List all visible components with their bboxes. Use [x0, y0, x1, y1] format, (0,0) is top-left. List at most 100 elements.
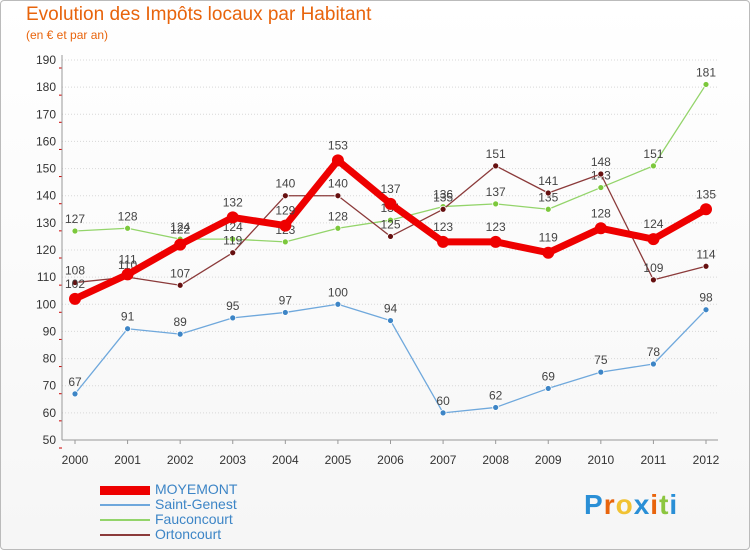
x-tick-label: 2004	[272, 453, 299, 467]
data-point	[542, 246, 555, 259]
chart-title: Evolution des Impôts locaux par Habitant	[26, 4, 372, 25]
data-label: 140	[275, 177, 295, 191]
x-tick-label: 2012	[693, 453, 720, 467]
data-label: 109	[643, 261, 663, 275]
data-label: 151	[486, 147, 506, 161]
data-point	[71, 279, 79, 286]
data-point	[71, 227, 79, 235]
data-label: 108	[65, 264, 85, 278]
data-label: 123	[433, 220, 453, 234]
data-point	[226, 211, 239, 224]
data-point	[69, 292, 81, 305]
data-label: 89	[173, 315, 187, 329]
data-label: 75	[594, 353, 608, 367]
data-label: 97	[279, 293, 293, 307]
data-point	[229, 235, 237, 243]
data-label: 95	[226, 299, 240, 313]
data-point	[597, 170, 605, 178]
y-tick-label: 100	[36, 297, 56, 311]
legend-label: MOYEMONT	[155, 481, 238, 497]
data-label: 91	[121, 310, 135, 324]
data-label: 124	[170, 220, 190, 234]
data-point	[544, 189, 552, 197]
legend-swatch	[100, 519, 150, 521]
y-tick-label: 170	[36, 107, 56, 121]
data-label: 67	[68, 375, 82, 389]
x-tick-label: 2009	[535, 453, 562, 467]
data-label: 69	[542, 369, 556, 383]
legend-swatch	[100, 485, 150, 495]
data-point	[597, 368, 605, 376]
data-label: 107	[170, 266, 190, 280]
x-tick-label: 2000	[62, 453, 89, 467]
data-point	[176, 281, 184, 289]
data-label: 119	[223, 234, 242, 248]
data-point	[702, 262, 710, 270]
data-point	[174, 238, 187, 251]
x-tick-label: 2010	[587, 453, 614, 467]
data-label: 128	[118, 209, 138, 223]
data-point	[702, 81, 710, 88]
data-label: 135	[696, 187, 716, 201]
legend-item-moyemont: MOYEMONT	[100, 481, 360, 498]
data-label: 128	[328, 209, 348, 223]
data-label: 136	[433, 188, 453, 202]
data-label: 100	[328, 285, 348, 299]
data-label: 60	[436, 394, 450, 408]
data-label: 151	[643, 147, 663, 161]
data-point	[700, 203, 712, 216]
data-label: 114	[696, 247, 715, 261]
data-point	[124, 224, 131, 232]
y-tick-label: 130	[36, 216, 56, 230]
data-point	[229, 314, 237, 322]
data-point	[544, 205, 552, 213]
x-tick-label: 2005	[325, 453, 352, 467]
data-label: 153	[328, 138, 348, 152]
y-tick-label: 90	[43, 324, 57, 338]
data-point	[334, 192, 342, 200]
data-point	[597, 184, 605, 191]
data-point	[334, 300, 342, 308]
data-point	[387, 317, 394, 324]
data-point	[650, 276, 657, 284]
data-label: 119	[539, 231, 558, 245]
x-tick-label: 2008	[482, 453, 509, 467]
data-label: 135	[433, 190, 453, 204]
y-tick-label: 180	[36, 80, 56, 94]
legend-label: Ortoncourt	[155, 526, 222, 542]
data-label: 127	[65, 212, 85, 226]
data-label: 141	[538, 174, 558, 188]
x-tick-label: 2007	[430, 453, 457, 467]
data-label: 102	[65, 277, 85, 291]
y-tick-label: 110	[37, 270, 56, 284]
y-tick-label: 80	[43, 352, 57, 366]
data-point	[384, 197, 397, 210]
data-point	[334, 224, 342, 232]
data-point	[281, 192, 289, 200]
data-point	[647, 233, 660, 246]
data-point	[281, 309, 289, 316]
data-label: 125	[380, 217, 400, 231]
data-label: 140	[328, 177, 348, 191]
x-tick-label: 2011	[641, 453, 667, 467]
data-point	[702, 306, 710, 314]
data-point	[387, 216, 394, 224]
data-point	[594, 222, 607, 235]
data-label: 111	[118, 252, 137, 266]
legend: MOYEMONT Saint-Genest Fauconcourt Ortonc…	[100, 481, 360, 543]
y-tick-label: 150	[36, 162, 56, 176]
y-tick-label: 50	[43, 433, 57, 447]
data-label: 124	[643, 217, 663, 231]
data-point	[281, 238, 289, 246]
data-label: 129	[275, 204, 295, 218]
data-label: 137	[380, 182, 400, 196]
data-point	[176, 330, 184, 338]
y-tick-label: 140	[36, 189, 56, 203]
y-tick-label: 120	[36, 243, 56, 257]
data-label: 123	[486, 220, 506, 234]
data-point	[229, 249, 237, 257]
data-label: 122	[170, 223, 190, 237]
data-point	[279, 219, 292, 232]
data-point	[492, 200, 500, 208]
